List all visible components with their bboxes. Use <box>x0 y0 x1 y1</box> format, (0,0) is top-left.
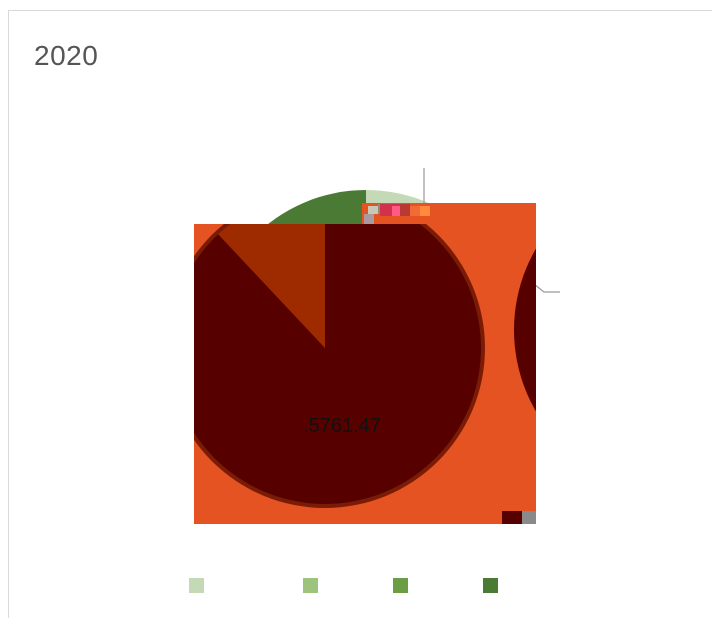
zoom-noise <box>364 204 442 224</box>
zoom-pie-slice-1 <box>194 224 481 504</box>
zoom-corner-swatch-gray <box>522 511 536 524</box>
zoom-pie-slice-2 <box>218 224 325 348</box>
zoom-secondary-pie <box>514 248 536 412</box>
zoom-pie <box>194 224 481 504</box>
chart-title: 2020 <box>34 40 99 71</box>
zoom-corner-swatch-dark <box>502 511 522 524</box>
zoom-overlay: .5761.47 <box>194 203 536 524</box>
zoom-pie-group <box>194 224 536 508</box>
zoom-value-label: .5761.47 <box>303 415 381 437</box>
